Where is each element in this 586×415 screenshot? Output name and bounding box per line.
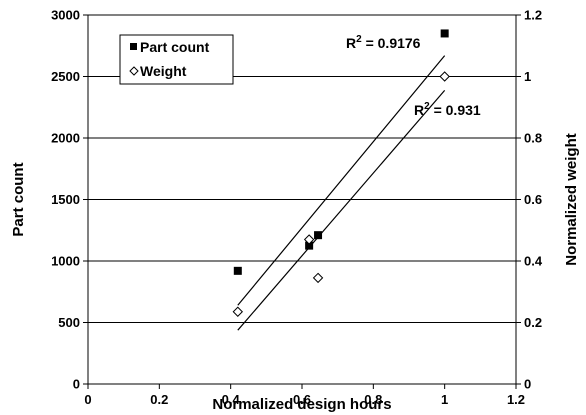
y2-tick-label: 0.8 [524, 131, 542, 146]
y-tick-label: 2000 [51, 131, 80, 146]
data-point-part-count [314, 231, 323, 240]
r2-annotation-part-count: R2 = 0.9176 [346, 34, 421, 51]
trendline-weight [237, 89, 446, 331]
y-tick-label: 1500 [51, 192, 80, 207]
data-points [232, 29, 450, 317]
data-point-weight [312, 272, 324, 284]
trendline-part-count [237, 55, 446, 306]
data-point-weight [439, 71, 450, 82]
data-point-part-count [440, 29, 449, 38]
y2-tick-label: 0 [524, 377, 531, 392]
y2-tick-label: 0.2 [524, 315, 542, 330]
x-axis-title: Normalized design hours [212, 396, 391, 413]
x-tick-label: 1.2 [507, 392, 525, 407]
legend-label-part-count: Part count [140, 39, 210, 55]
r2-value: = 0.931 [430, 102, 481, 118]
grid-lines [88, 76, 516, 323]
r2-label: R [414, 102, 424, 118]
y2-tick-label: 0.6 [524, 192, 542, 207]
x-tick-label: 1 [441, 392, 448, 407]
axis-ticks: 0 500 1000 1500 2000 2500 3000 0 0.2 0.4 0.6 0.8 1 1.… [51, 8, 543, 408]
x-tick-label: 0.8 [364, 392, 382, 407]
r2-label: R [346, 35, 356, 51]
x-tick-label: 0.4 [222, 392, 241, 407]
legend-box [119, 34, 234, 85]
y2-axis-title: Normalized weight [563, 133, 580, 266]
trendlines [237, 55, 446, 331]
r2-annotation-weight: R2 = 0.931 [414, 101, 481, 118]
data-point-weight [303, 234, 315, 245]
y2-tick-label: 0.4 [524, 254, 543, 269]
legend: Part count Weight [119, 34, 234, 85]
y-axis-title: Part count [10, 162, 27, 236]
legend-label-weight: Weight [140, 63, 187, 79]
r2-value: = 0.9176 [362, 35, 421, 51]
y2-tick-label: 1.2 [524, 8, 542, 23]
y-tick-label: 2500 [51, 69, 80, 84]
y-tick-label: 0 [73, 377, 80, 392]
y-tick-label: 500 [58, 315, 80, 330]
y-tick-label: 1000 [51, 254, 80, 269]
r2-superscript: 2 [356, 34, 362, 45]
data-point-part-count [305, 241, 314, 250]
y2-tick-label: 1 [524, 69, 531, 84]
x-tick-label: 0 [84, 392, 91, 407]
data-point-part-count [233, 266, 242, 275]
y-tick-label: 3000 [51, 8, 80, 23]
legend-marker-weight [129, 66, 139, 76]
data-point-weight [232, 306, 244, 317]
legend-marker-part-count [130, 43, 137, 50]
x-tick-label: 0.2 [150, 392, 168, 407]
x-tick-label: 0.6 [293, 392, 311, 407]
r2-superscript: 2 [424, 101, 430, 112]
